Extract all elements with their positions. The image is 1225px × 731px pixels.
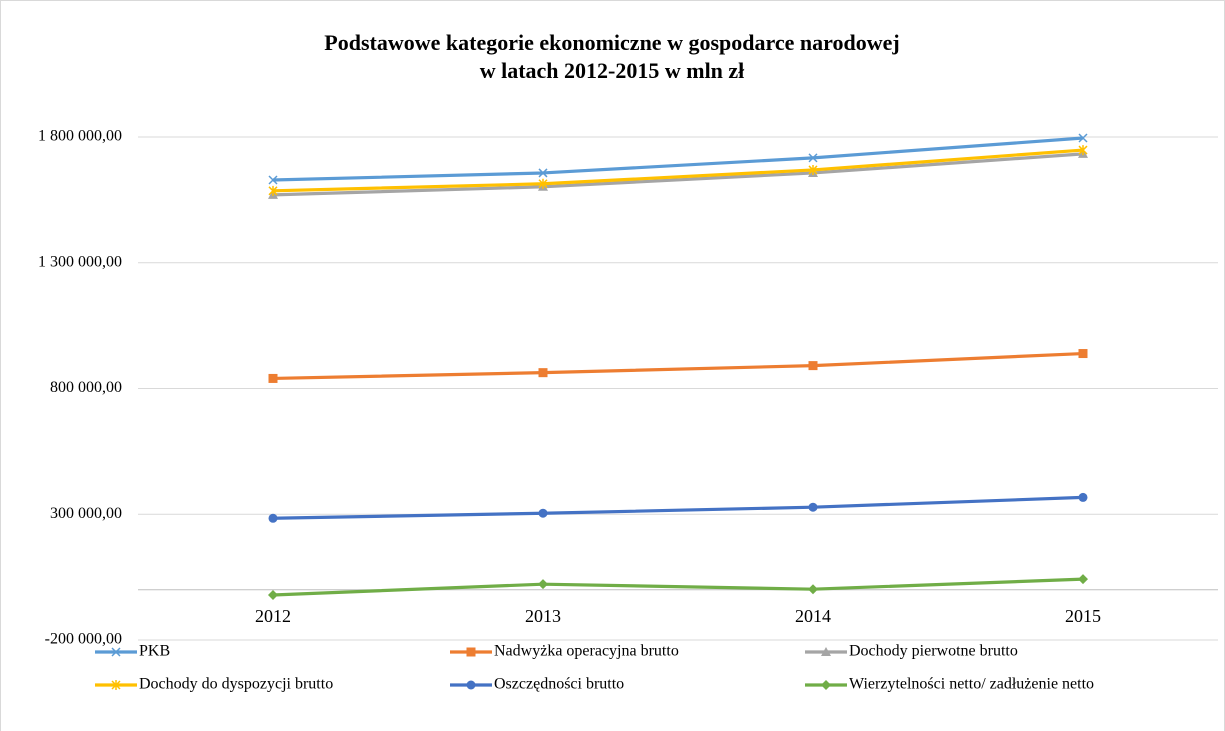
chart-title: w latach 2012-2015 w mln zł bbox=[480, 58, 745, 83]
marker bbox=[538, 178, 548, 189]
legend-label: Oszczędności brutto bbox=[494, 676, 624, 693]
marker bbox=[1078, 133, 1088, 143]
series-line bbox=[272, 136, 1084, 182]
x-tick-label: 2012 bbox=[255, 606, 291, 626]
marker bbox=[268, 175, 278, 185]
series-line bbox=[272, 351, 1084, 381]
legend-label: Dochody do dyspozycji brutto bbox=[139, 676, 333, 693]
x-tick-label: 2013 bbox=[525, 606, 561, 626]
series-line bbox=[272, 577, 1084, 597]
marker bbox=[808, 502, 818, 512]
legend-label: PKB bbox=[139, 643, 170, 660]
y-tick-label: 1 800 000,00 bbox=[38, 128, 122, 145]
marker bbox=[466, 680, 476, 690]
marker bbox=[808, 164, 818, 175]
marker bbox=[268, 513, 278, 523]
y-tick-label: 300 000,00 bbox=[50, 505, 122, 522]
series-line bbox=[272, 148, 1084, 193]
marker bbox=[1078, 492, 1088, 502]
marker bbox=[821, 647, 831, 656]
marker bbox=[111, 647, 121, 657]
chart-title: Podstawowe kategorie ekonomiczne w gospo… bbox=[324, 30, 899, 55]
marker bbox=[268, 185, 278, 196]
x-tick-label: 2014 bbox=[795, 606, 831, 626]
marker bbox=[466, 647, 476, 657]
marker bbox=[808, 584, 818, 595]
marker bbox=[808, 153, 818, 163]
legend-label: Dochody pierwotne brutto bbox=[849, 643, 1018, 660]
legend-label: Wierzytelności netto/ zadłużenie netto bbox=[849, 676, 1094, 693]
series-line bbox=[272, 495, 1084, 520]
marker bbox=[538, 579, 548, 590]
marker bbox=[1078, 145, 1088, 156]
marker bbox=[821, 680, 831, 690]
marker bbox=[538, 508, 548, 518]
marker bbox=[268, 589, 278, 600]
y-tick-label: -200 000,00 bbox=[45, 631, 122, 648]
marker bbox=[1078, 349, 1088, 359]
marker bbox=[808, 361, 818, 371]
marker bbox=[111, 680, 121, 690]
y-tick-label: 1 300 000,00 bbox=[38, 253, 122, 270]
marker bbox=[538, 168, 548, 178]
series-line bbox=[272, 152, 1084, 197]
marker bbox=[268, 373, 278, 383]
marker bbox=[538, 368, 548, 378]
x-tick-label: 2015 bbox=[1065, 606, 1101, 626]
y-tick-label: 800 000,00 bbox=[50, 379, 122, 396]
legend-label: Nadwyżka operacyjna brutto bbox=[494, 643, 679, 660]
marker bbox=[1078, 574, 1088, 585]
